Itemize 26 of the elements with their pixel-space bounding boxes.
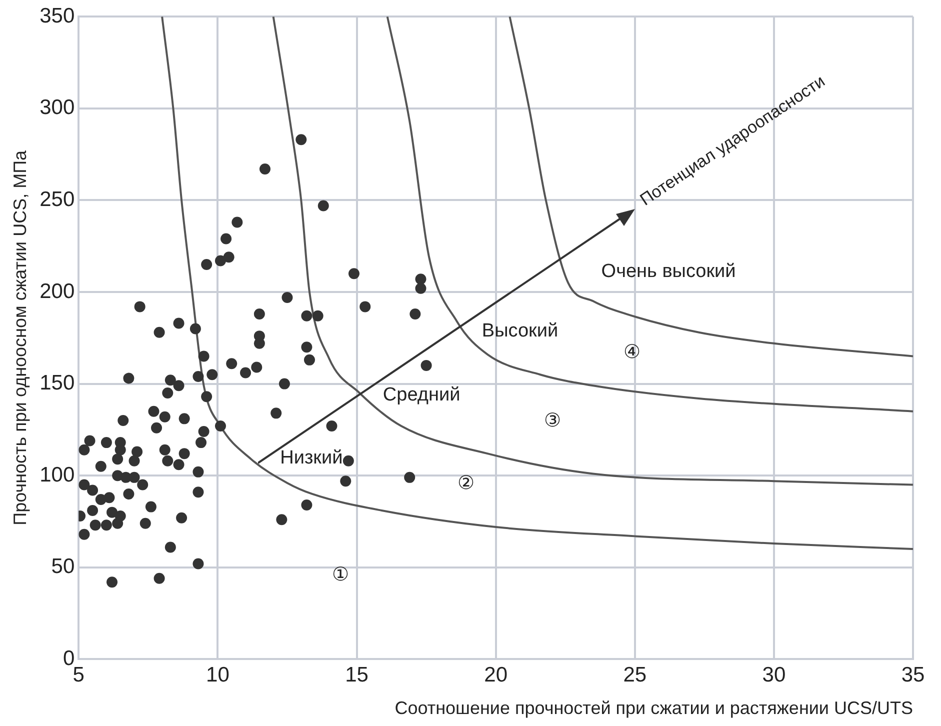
x-tick-label: 25 [623, 664, 647, 687]
x-tick-label: 10 [206, 664, 230, 687]
x-tick-label: 20 [484, 664, 508, 687]
x-tick-label: 15 [345, 664, 368, 687]
x-tick-label: 35 [901, 664, 925, 687]
annotation: ① [332, 564, 350, 586]
y-axis-title: Прочность при одноосном сжатии UCS, МПа [10, 149, 30, 526]
x-tick-label: 30 [762, 664, 786, 687]
y-tick-label: 300 [40, 96, 75, 120]
annotation: ② [457, 473, 474, 494]
annotation: ④ [623, 342, 640, 363]
x-tick-label: 5 [72, 664, 84, 687]
y-tick-label: 250 [40, 188, 75, 211]
annotation: Низкий [280, 447, 343, 468]
y-tick-label: 0 [62, 646, 75, 670]
y-tick-label: 100 [40, 463, 75, 486]
x-axis-title: Соотношение прочностей при сжатии и растяжении UCS/UTS [394, 698, 913, 718]
annotation: Средний [382, 384, 460, 406]
y-tick-label: 350 [40, 4, 75, 28]
annotation: Высокий [482, 320, 558, 342]
annotation: ③ [544, 410, 562, 432]
y-tick-label: 150 [40, 372, 75, 395]
line-series [161, 16, 913, 550]
y-tick-label: 50 [51, 555, 75, 578]
y-tick-label: 200 [40, 280, 75, 303]
annotation: Очень высокий [601, 260, 736, 282]
